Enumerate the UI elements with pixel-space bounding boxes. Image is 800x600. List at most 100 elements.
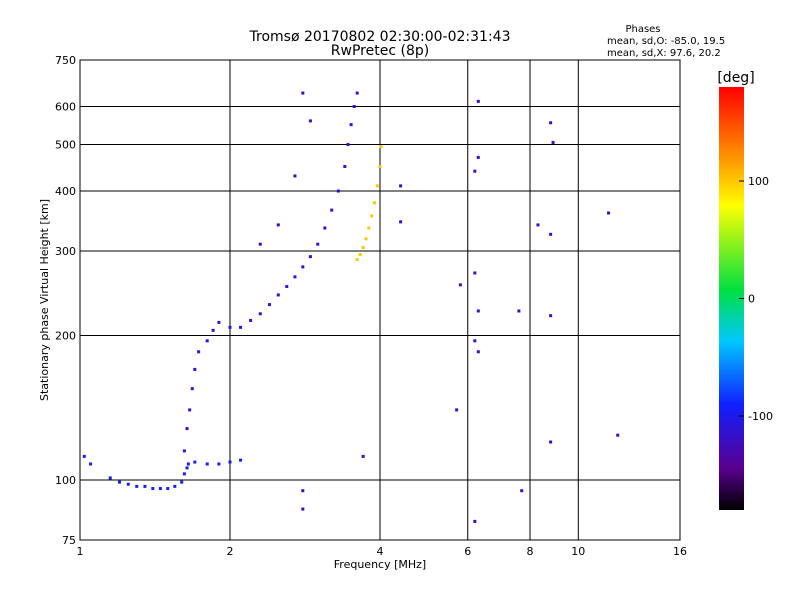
data-point xyxy=(151,487,155,491)
data-point xyxy=(211,328,215,332)
data-point xyxy=(186,462,190,466)
data-point xyxy=(355,258,359,262)
y-tick-label: 75 xyxy=(62,534,76,547)
plot-frame xyxy=(79,59,681,541)
data-point xyxy=(355,91,359,95)
chart-subtitle: RwPretec (8p) xyxy=(331,43,429,59)
data-point xyxy=(358,253,362,257)
data-point xyxy=(135,484,139,488)
colorbar-tick-label: 100 xyxy=(748,175,769,188)
data-point xyxy=(293,275,297,279)
data-point xyxy=(276,293,280,297)
data-point xyxy=(308,255,312,259)
data-point xyxy=(375,184,379,188)
data-point xyxy=(352,105,356,109)
y-tick-labels: 75 100 200 300 400 500 600 750 xyxy=(55,54,76,547)
data-point xyxy=(520,489,524,493)
data-point xyxy=(276,223,280,227)
x-tick-label: 6 xyxy=(464,545,471,558)
data-point xyxy=(370,214,374,218)
data-point xyxy=(205,339,209,343)
phase-stats-x: mean, sd,X: 97.6, 20.2 xyxy=(607,48,721,59)
data-point xyxy=(549,121,553,125)
colorbar-tick-label: 0 xyxy=(748,293,755,306)
y-tick-label: 300 xyxy=(55,245,76,258)
y-tick-label: 600 xyxy=(55,101,76,114)
data-point xyxy=(549,440,553,444)
y-tick-label: 750 xyxy=(55,54,76,67)
data-point xyxy=(126,482,130,486)
data-point xyxy=(308,119,312,123)
data-point xyxy=(551,140,555,144)
y-tick-label: 100 xyxy=(55,474,76,487)
data-point xyxy=(549,232,553,236)
data-point xyxy=(476,350,480,354)
data-point xyxy=(301,489,305,493)
data-point xyxy=(301,91,305,95)
x-axis-label: Frequency [MHz] xyxy=(334,558,426,571)
data-point xyxy=(301,265,305,269)
data-point xyxy=(476,99,480,103)
data-point xyxy=(349,123,353,127)
x-tick-label: 8 xyxy=(527,545,534,558)
data-point xyxy=(143,484,147,488)
data-point xyxy=(180,480,184,484)
data-points xyxy=(82,91,620,523)
data-point xyxy=(476,309,480,313)
data-point xyxy=(378,164,382,168)
x-tick-label: 16 xyxy=(673,545,687,558)
data-point xyxy=(346,143,350,147)
data-point xyxy=(228,460,232,464)
data-point xyxy=(239,325,243,329)
data-point xyxy=(185,466,189,470)
data-point xyxy=(336,189,340,193)
colorbar-ticks: 100 0 -100 xyxy=(739,175,773,423)
phase-stats-o: mean, sd,O: -85.0, 19.5 xyxy=(607,36,725,47)
data-point xyxy=(473,169,477,173)
phases-header: Phases xyxy=(625,24,660,35)
data-point xyxy=(616,433,620,437)
data-point xyxy=(316,242,320,246)
x-tick-label: 4 xyxy=(377,545,384,558)
data-point xyxy=(258,242,262,246)
data-point xyxy=(361,246,365,250)
y-tick-label: 500 xyxy=(55,139,76,152)
data-point xyxy=(239,458,243,462)
y-tick-label: 400 xyxy=(55,185,76,198)
data-point xyxy=(89,462,93,466)
data-point xyxy=(182,449,186,453)
data-point xyxy=(193,460,197,464)
data-point xyxy=(185,427,189,431)
data-point xyxy=(249,318,253,322)
data-point xyxy=(343,164,347,168)
data-point xyxy=(367,226,371,230)
chart-title: Tromsø 20170802 02:30:00-02:31:43 xyxy=(249,29,511,45)
data-point xyxy=(182,472,186,476)
data-point xyxy=(473,519,477,523)
data-point xyxy=(117,480,121,484)
data-point xyxy=(379,145,383,149)
data-point xyxy=(267,303,271,307)
y-tick-label: 200 xyxy=(55,330,76,343)
data-point xyxy=(166,487,170,491)
data-point xyxy=(607,211,611,215)
data-point xyxy=(217,320,221,324)
data-point xyxy=(458,283,462,287)
x-tick-label: 1 xyxy=(77,545,84,558)
data-point xyxy=(188,408,192,412)
plot-grid xyxy=(79,59,681,540)
data-point xyxy=(193,367,197,371)
data-point xyxy=(228,325,232,329)
x-tick-label: 10 xyxy=(571,545,585,558)
data-point xyxy=(361,454,365,458)
data-point xyxy=(364,237,368,241)
data-point xyxy=(197,350,201,354)
data-point xyxy=(455,408,459,412)
data-point xyxy=(173,484,177,488)
data-point xyxy=(293,174,297,178)
data-point xyxy=(399,220,403,224)
data-point xyxy=(82,454,86,458)
data-point xyxy=(217,462,221,466)
data-point xyxy=(108,476,112,480)
